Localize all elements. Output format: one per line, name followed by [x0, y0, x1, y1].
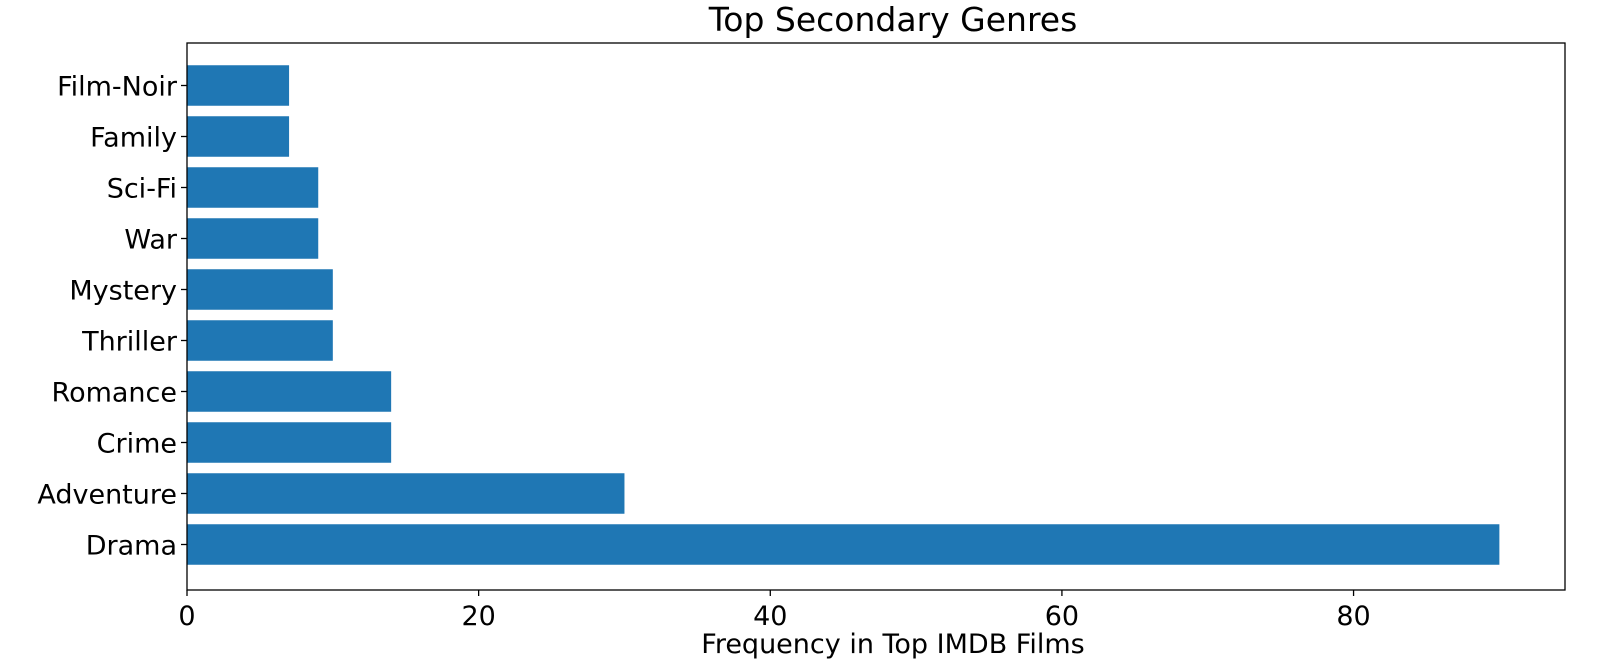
- bar-war: [187, 218, 319, 259]
- x-tick-label-0: 0: [178, 601, 195, 632]
- y-axis: Drama Adventure Crime Romance Thriller Myster…: [37, 72, 187, 562]
- plot-frame: [186, 42, 1566, 591]
- bar-drama: [187, 524, 1500, 565]
- bar-sci-fi: [187, 167, 319, 208]
- x-axis: 0 20 40 60 80: [178, 590, 1371, 632]
- y-tick-label-adventure: Adventure: [37, 480, 177, 511]
- x-tick-label-20: 20: [461, 601, 495, 632]
- x-axis-label: Frequency in Top IMDB Films: [701, 629, 1085, 660]
- y-tick-label-sci-fi: Sci-Fi: [107, 174, 177, 205]
- y-tick-label-romance: Romance: [52, 378, 177, 409]
- bars-group: [187, 65, 1500, 565]
- bar-mystery: [187, 269, 333, 310]
- y-tick-label-drama: Drama: [86, 531, 177, 562]
- bar-romance: [187, 371, 392, 412]
- x-tick-label-40: 40: [753, 601, 787, 632]
- bar-adventure: [187, 473, 625, 514]
- bar-family: [187, 116, 290, 157]
- y-tick-label-film-noir: Film-Noir: [57, 72, 178, 103]
- bar-thriller: [187, 320, 333, 361]
- y-tick-label-thriller: Thriller: [81, 327, 178, 358]
- x-tick-label-60: 60: [1045, 601, 1079, 632]
- y-tick-label-family: Family: [90, 123, 177, 154]
- y-tick-label-crime: Crime: [97, 429, 177, 460]
- chart-title: Top Secondary Genres: [708, 0, 1078, 39]
- bar-crime: [187, 422, 392, 463]
- y-tick-label-mystery: Mystery: [69, 276, 177, 307]
- bar-film-noir: [187, 65, 290, 106]
- x-tick-label-80: 80: [1336, 601, 1370, 632]
- y-tick-label-war: War: [124, 225, 178, 256]
